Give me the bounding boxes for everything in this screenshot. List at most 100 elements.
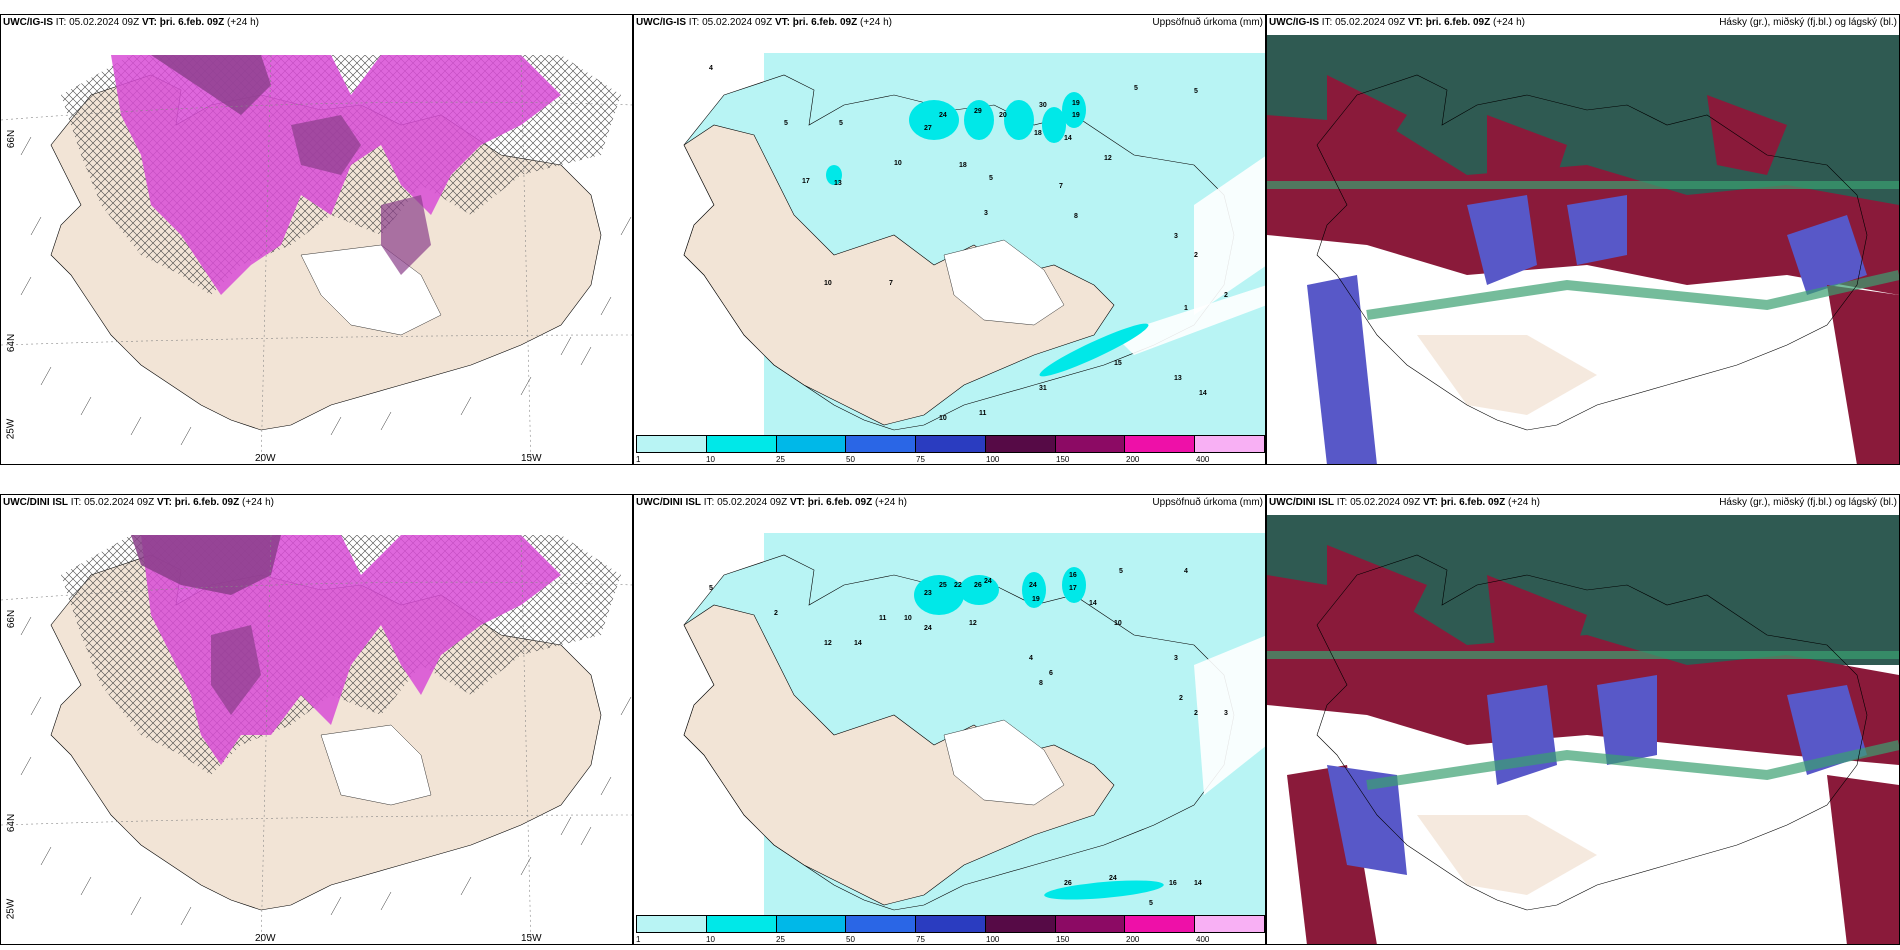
- svg-text:6: 6: [1049, 670, 1053, 677]
- cbar-tick: 50: [846, 935, 855, 944]
- it-label: IT:: [688, 17, 700, 28]
- svg-text:8: 8: [1074, 213, 1078, 220]
- it-value: 05.02.2024 09Z: [84, 497, 155, 508]
- svg-text:3: 3: [1174, 655, 1178, 662]
- svg-text:19: 19: [1032, 596, 1040, 603]
- cbar-tick: 75: [916, 455, 925, 464]
- cbar-5: [916, 916, 986, 932]
- svg-text:23: 23: [924, 590, 932, 597]
- svg-text:5: 5: [1134, 85, 1138, 92]
- cbar-4: [846, 916, 917, 932]
- svg-text:5: 5: [784, 120, 788, 127]
- lon-label-15w: 15W: [521, 453, 542, 464]
- vt-value: þri. 6.feb. 09Z: [159, 17, 225, 28]
- lat-label-64n: 64N: [6, 333, 18, 353]
- svg-text:12: 12: [824, 640, 832, 647]
- vt-value: þri. 6.feb. 09Z: [807, 497, 873, 508]
- svg-text:25: 25: [939, 582, 947, 589]
- svg-text:15: 15: [1114, 360, 1122, 367]
- svg-text:27: 27: [924, 125, 932, 132]
- svg-text:3: 3: [984, 210, 988, 217]
- svg-text:16: 16: [1069, 572, 1077, 579]
- svg-text:22: 22: [954, 582, 962, 589]
- model-name: UWC/IG-IS: [636, 17, 686, 28]
- svg-text:12: 12: [969, 620, 977, 627]
- svg-text:24: 24: [939, 112, 947, 119]
- lead-time: (+24 h): [242, 497, 274, 508]
- precip-title: Uppsöfnuð úrkoma (mm): [1152, 497, 1263, 508]
- svg-text:7: 7: [1059, 183, 1063, 190]
- cbar-tick: 200: [1126, 455, 1140, 464]
- svg-text:2: 2: [1224, 292, 1228, 299]
- row1-cloud-panel: UWC/IG-IS IT: 05.02.2024 09Z VT: þri. 6.…: [1266, 14, 1900, 465]
- cbar-8: [1125, 916, 1196, 932]
- svg-text:19: 19: [1072, 100, 1080, 107]
- svg-text:17: 17: [802, 178, 810, 185]
- svg-text:10: 10: [894, 160, 902, 167]
- svg-text:5: 5: [989, 175, 993, 182]
- cbar-8: [1125, 436, 1196, 452]
- svg-text:10: 10: [824, 280, 832, 287]
- vt-value: þri. 6.feb. 09Z: [792, 17, 858, 28]
- it-label: IT:: [1336, 497, 1348, 508]
- svg-text:5: 5: [1119, 568, 1123, 575]
- snow-wind-map: [1, 534, 632, 944]
- row2-cloud-header: UWC/DINI ISL IT: 05.02.2024 09Z VT: þri.…: [1269, 497, 1540, 509]
- lead-time: (+24 h): [875, 497, 907, 508]
- snow-wind-map: [1, 54, 632, 464]
- svg-text:19: 19: [1072, 112, 1080, 119]
- row2-snow-wind-panel: UWC/DINI ISL IT: 05.02.2024 09Z VT: þri.…: [0, 494, 633, 945]
- svg-text:13: 13: [1174, 375, 1182, 382]
- row1-cloud-header: UWC/IG-IS IT: 05.02.2024 09Z VT: þri. 6.…: [1269, 17, 1525, 29]
- lon-label-20w: 20W: [255, 453, 276, 464]
- it-label: IT:: [70, 497, 82, 508]
- lat-label-66n: 66N: [6, 609, 18, 629]
- cbar-tick: 400: [1196, 455, 1210, 464]
- svg-text:5: 5: [839, 120, 843, 127]
- lat-label-66n: 66N: [6, 129, 18, 149]
- vt-value: þri. 6.feb. 09Z: [1440, 497, 1506, 508]
- svg-text:2: 2: [1179, 695, 1183, 702]
- it-value: 05.02.2024 09Z: [1335, 17, 1406, 28]
- svg-text:14: 14: [1199, 390, 1207, 397]
- it-label: IT:: [703, 497, 715, 508]
- svg-text:11: 11: [879, 615, 887, 622]
- cbar-tick: 150: [1056, 455, 1070, 464]
- svg-text:5: 5: [1194, 88, 1198, 95]
- cbar-tick: 10: [706, 455, 715, 464]
- cbar-tick: 25: [776, 935, 785, 944]
- cbar-3: [776, 436, 847, 452]
- svg-text:2: 2: [774, 610, 778, 617]
- svg-text:11: 11: [979, 410, 987, 417]
- it-label: IT:: [1321, 17, 1333, 28]
- svg-text:20: 20: [999, 112, 1007, 119]
- vt-label: VT:: [774, 17, 790, 28]
- cbar-9: [1195, 916, 1265, 932]
- model-name: UWC/IG-IS: [3, 17, 53, 28]
- row2-precip-panel: UWC/DINI ISL IT: 05.02.2024 09Z VT: þri.…: [633, 494, 1266, 945]
- vt-label: VT:: [789, 497, 805, 508]
- cbar-tick: 200: [1126, 935, 1140, 944]
- cbar-tick: 100: [986, 455, 1000, 464]
- vt-value: þri. 6.feb. 09Z: [1425, 17, 1491, 28]
- cbar-7: [1055, 916, 1126, 932]
- svg-text:12: 12: [1104, 155, 1112, 162]
- precip-title: Uppsöfnuð úrkoma (mm): [1152, 17, 1263, 28]
- svg-text:1: 1: [1184, 305, 1188, 312]
- svg-text:7: 7: [889, 280, 893, 287]
- svg-text:24: 24: [924, 625, 932, 632]
- svg-text:5: 5: [1149, 900, 1153, 907]
- vt-label: VT:: [156, 497, 172, 508]
- cbar-3: [776, 916, 847, 932]
- model-name: UWC/DINI ISL: [636, 497, 701, 508]
- lat-label-25w: 25W: [5, 418, 17, 440]
- row1-precip-header: UWC/IG-IS IT: 05.02.2024 09Z VT: þri. 6.…: [636, 17, 892, 29]
- cbar-tick: 25: [776, 455, 785, 464]
- it-value: 05.02.2024 09Z: [1350, 497, 1421, 508]
- svg-text:10: 10: [939, 415, 947, 422]
- cbar-tick: 50: [846, 455, 855, 464]
- cloud-map: [1267, 515, 1899, 944]
- it-value: 05.02.2024 09Z: [702, 17, 773, 28]
- row1-snow-wind-panel: UWC/IG-IS IT: 05.02.2024 09Z VT: þri. 6.…: [0, 14, 633, 465]
